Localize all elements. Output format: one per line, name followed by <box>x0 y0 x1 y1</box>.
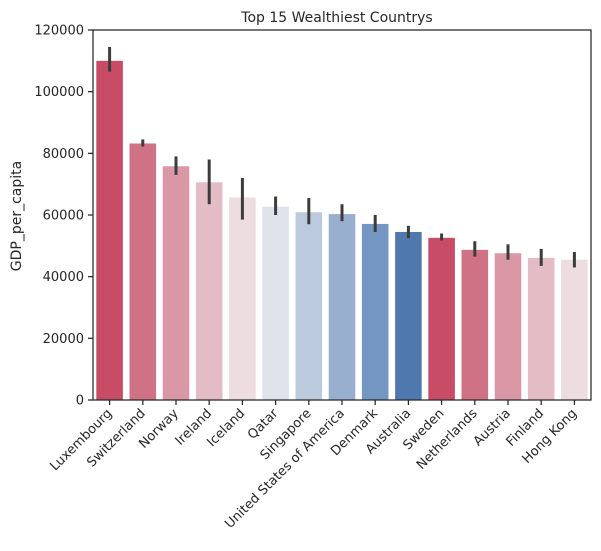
bar-4 <box>229 197 256 400</box>
error-bars-layer <box>108 46 576 268</box>
bar-7 <box>328 214 356 400</box>
chart-title: Top 15 Wealthiest Countrys <box>240 10 432 26</box>
bar-1 <box>129 143 157 400</box>
bar-9 <box>395 231 422 400</box>
bar-5 <box>262 206 289 400</box>
y-tick-label-2: 40000 <box>43 270 84 285</box>
bar-11 <box>461 249 489 400</box>
bar-0 <box>96 60 123 400</box>
plot-frame <box>92 29 592 401</box>
bar-10 <box>428 237 455 400</box>
bar-12 <box>494 253 522 400</box>
bar-3 <box>195 182 223 400</box>
bar-2 <box>162 166 190 400</box>
x-ticks-layer: LuxembourgSwitzerlandNorwayIrelandIcelan… <box>48 400 580 532</box>
bar-6 <box>295 212 323 400</box>
y-tick-label-4: 80000 <box>43 147 84 162</box>
bar-8 <box>361 223 389 400</box>
y-tick-label-6: 120000 <box>34 24 84 39</box>
bars-layer <box>96 60 588 400</box>
y-tick-label-1: 20000 <box>43 332 84 347</box>
y-tick-label-3: 60000 <box>43 209 84 224</box>
bar-14 <box>561 259 588 400</box>
y-tick-label-5: 100000 <box>34 85 84 100</box>
y-ticks-layer: 0 20000 40000 60000 80000 100000 120000 <box>34 24 93 409</box>
y-axis-label: GDP_per_capita <box>9 161 25 271</box>
y-tick-label-0: 0 <box>76 394 84 409</box>
bar-13 <box>527 257 555 400</box>
